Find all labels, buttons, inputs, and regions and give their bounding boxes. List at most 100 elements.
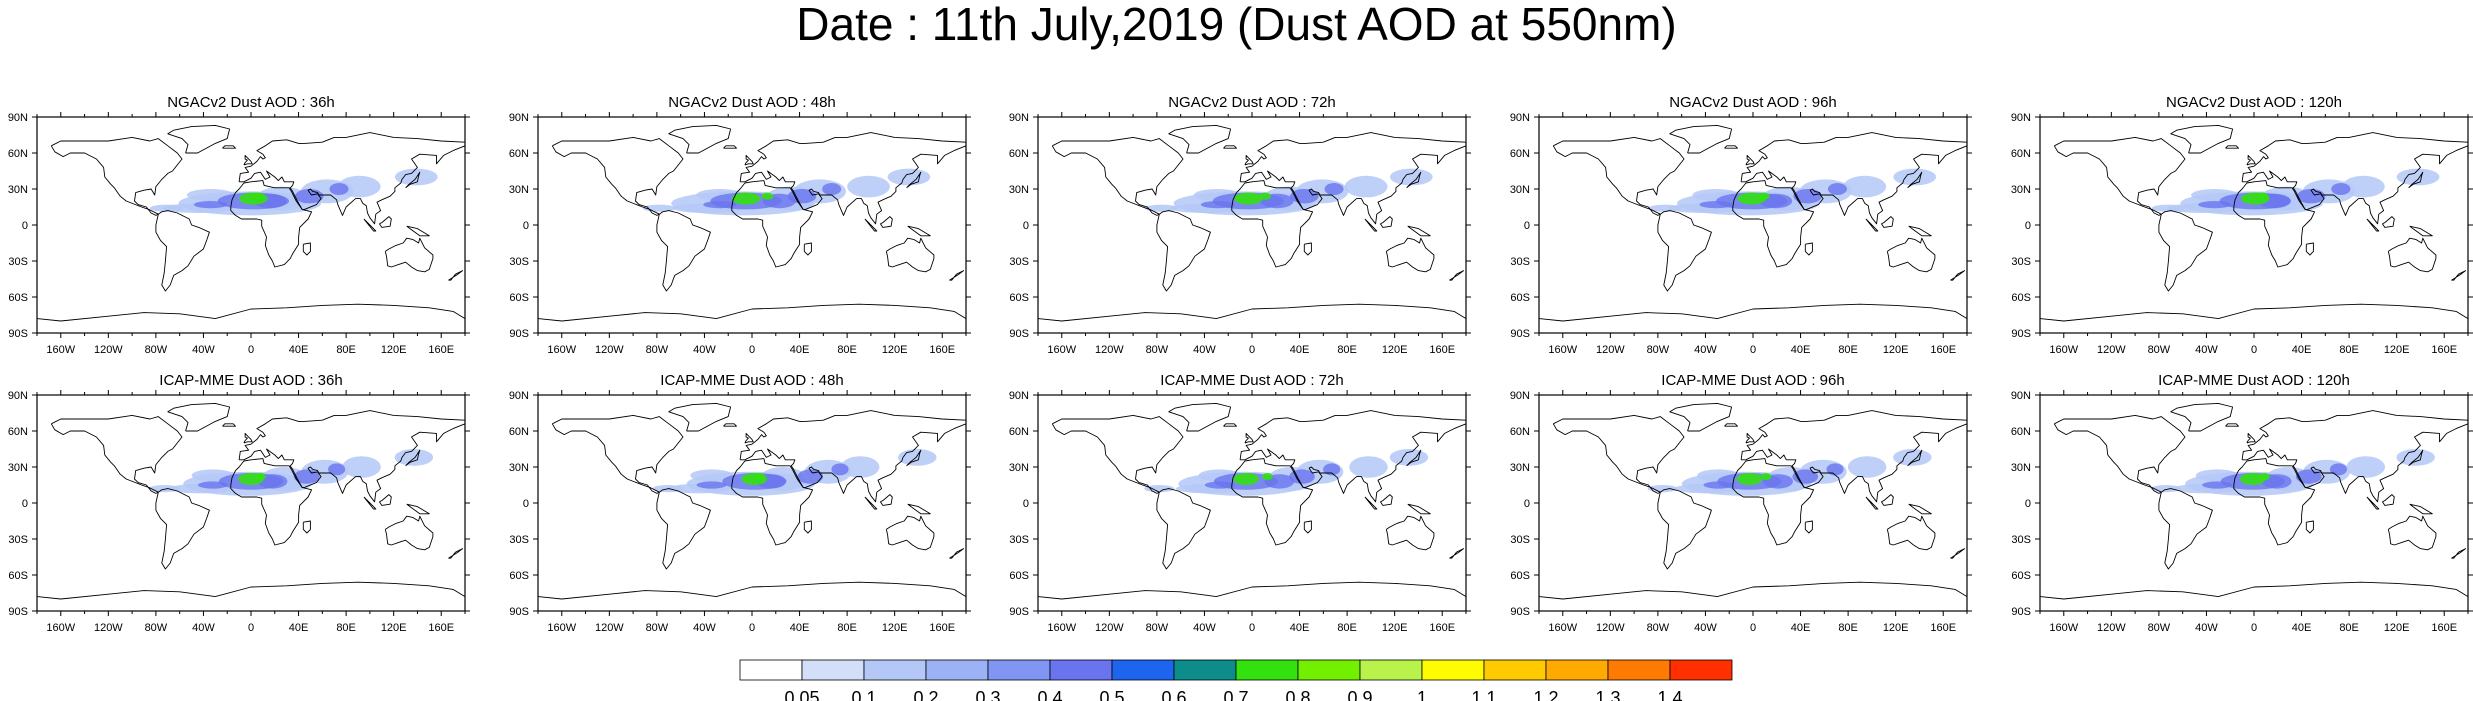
colorbar: 0.05 0.1 0.2 0.3 0.4 0.5 0.6 0.7 0.8 0.9 1 1.1 1.2 1.… <box>739 659 1733 701</box>
coastline <box>379 216 392 228</box>
lon-label: 40W <box>1694 344 1717 356</box>
coastline <box>1223 423 1237 427</box>
coastline <box>2409 503 2433 515</box>
coastline <box>1156 488 1211 570</box>
panel-title: ICAP-MME Dust AOD : 36h <box>159 372 342 389</box>
lat-label: 0 <box>22 498 28 510</box>
coastline <box>1406 171 1422 189</box>
dust-plume-low <box>1843 175 1887 198</box>
lat-label: 60S <box>509 292 529 304</box>
lat-label: 90S <box>509 328 529 340</box>
map-panel: ICAP-MME Dust AOD : 72h 90N 60N 30N 0 30S 60S 9… <box>1009 372 1471 634</box>
dust-plume-high <box>252 192 265 200</box>
coastline <box>155 488 210 570</box>
lon-label: 40W <box>693 344 716 356</box>
lat-label: 60S <box>1510 570 1530 582</box>
map-panel: ICAP-MME Dust AOD : 120h 90N 60N 30N 0 30S 60S… <box>2011 372 2473 634</box>
dust-plume-high <box>1736 473 1763 485</box>
dust-plume-low <box>847 175 890 198</box>
lon-label: 120W <box>2097 344 2126 356</box>
lat-label: 90S <box>1009 606 1029 618</box>
colorbar-label: 0.5 <box>1099 688 1124 701</box>
dust-plume-mid <box>822 183 842 195</box>
coastline <box>1538 581 1968 600</box>
coastline <box>1244 154 1254 166</box>
coastline <box>744 154 754 166</box>
dust-plume-mid <box>1324 183 1344 195</box>
coastline <box>1239 132 1467 225</box>
lon-label: 120E <box>381 622 407 634</box>
coastline <box>668 124 732 154</box>
lon-label: 120W <box>595 344 624 356</box>
colorbar-segment <box>1111 659 1175 681</box>
lon-label: 80W <box>2148 344 2171 356</box>
coastline <box>167 124 231 154</box>
coastline <box>1168 402 1232 432</box>
lon-label: 80W <box>1146 622 1169 634</box>
lat-label: 60S <box>1510 292 1530 304</box>
dust-plume-mid <box>329 183 349 195</box>
lat-label: 0 <box>1524 220 1530 232</box>
coastline <box>302 242 311 256</box>
panel-title: NGACv2 Dust AOD : 96h <box>1669 94 1837 111</box>
dust-plume-mid <box>696 481 727 489</box>
coastline <box>731 180 814 268</box>
lat-label: 30N <box>1510 462 1530 474</box>
coastline <box>1865 218 1879 232</box>
panel-title: NGACv2 Dust AOD : 72h <box>1168 94 1336 111</box>
lat-label: 30N <box>2011 184 2031 196</box>
dust-plume-mid <box>1792 469 1819 484</box>
colorbar-label: 0.2 <box>913 688 938 701</box>
lon-label: 80W <box>1647 344 1670 356</box>
colorbar-segment <box>1359 659 1423 681</box>
coastline <box>448 548 464 559</box>
coastline <box>744 432 754 444</box>
dust-plume-mid <box>1703 481 1734 489</box>
lat-label: 30S <box>1510 256 1530 268</box>
coastline <box>2408 171 2424 189</box>
lat-label: 30S <box>1009 534 1029 546</box>
coastline <box>880 494 893 506</box>
colorbar-segment <box>1049 659 1113 681</box>
lon-label: 160W <box>1548 344 1577 356</box>
lat-label: 30N <box>509 184 529 196</box>
colorbar-segment <box>1483 659 1547 681</box>
dust-plume-mid <box>2202 481 2233 489</box>
coastline <box>1804 520 1813 534</box>
colorbar-segment <box>1545 659 1609 681</box>
lon-label: 40E <box>289 344 309 356</box>
lat-label: 30N <box>509 462 529 474</box>
dust-plume-low <box>2341 175 2385 198</box>
lat-label: 0 <box>22 220 28 232</box>
map-panel: NGACv2 Dust AOD : 36h 90N 60N 30N 0 30S 60S 90S… <box>8 94 470 356</box>
coastline <box>2053 136 2186 216</box>
coastline <box>1223 145 1237 149</box>
coastline <box>238 132 466 225</box>
lon-label: 0 <box>1249 622 1255 634</box>
coastline <box>2382 494 2395 506</box>
lat-label: 90N <box>8 390 28 402</box>
coastline <box>2408 449 2424 467</box>
lon-label: 160W <box>46 622 75 634</box>
lon-label: 80E <box>1337 622 1357 634</box>
lat-label: 30N <box>8 462 28 474</box>
coastline <box>1303 520 1312 534</box>
coastline <box>1907 449 1923 467</box>
coastline <box>1406 449 1422 467</box>
coastline <box>2366 496 2380 510</box>
lon-label: 120E <box>882 622 908 634</box>
map-background <box>37 395 465 611</box>
dust-plume-mid <box>1204 481 1235 489</box>
coastline <box>384 515 434 551</box>
dust-plume-low <box>394 449 434 466</box>
dust-plume-low <box>690 469 733 482</box>
lat-label: 0 <box>523 498 529 510</box>
coastline <box>2305 520 2314 534</box>
lon-label: 0 <box>2251 344 2257 356</box>
lat-label: 60S <box>8 292 28 304</box>
lon-label: 40E <box>1290 344 1310 356</box>
coastline <box>2233 458 2316 546</box>
coastline <box>2387 237 2437 273</box>
lat-label: 60N <box>509 148 529 160</box>
lat-label: 60N <box>8 148 28 160</box>
